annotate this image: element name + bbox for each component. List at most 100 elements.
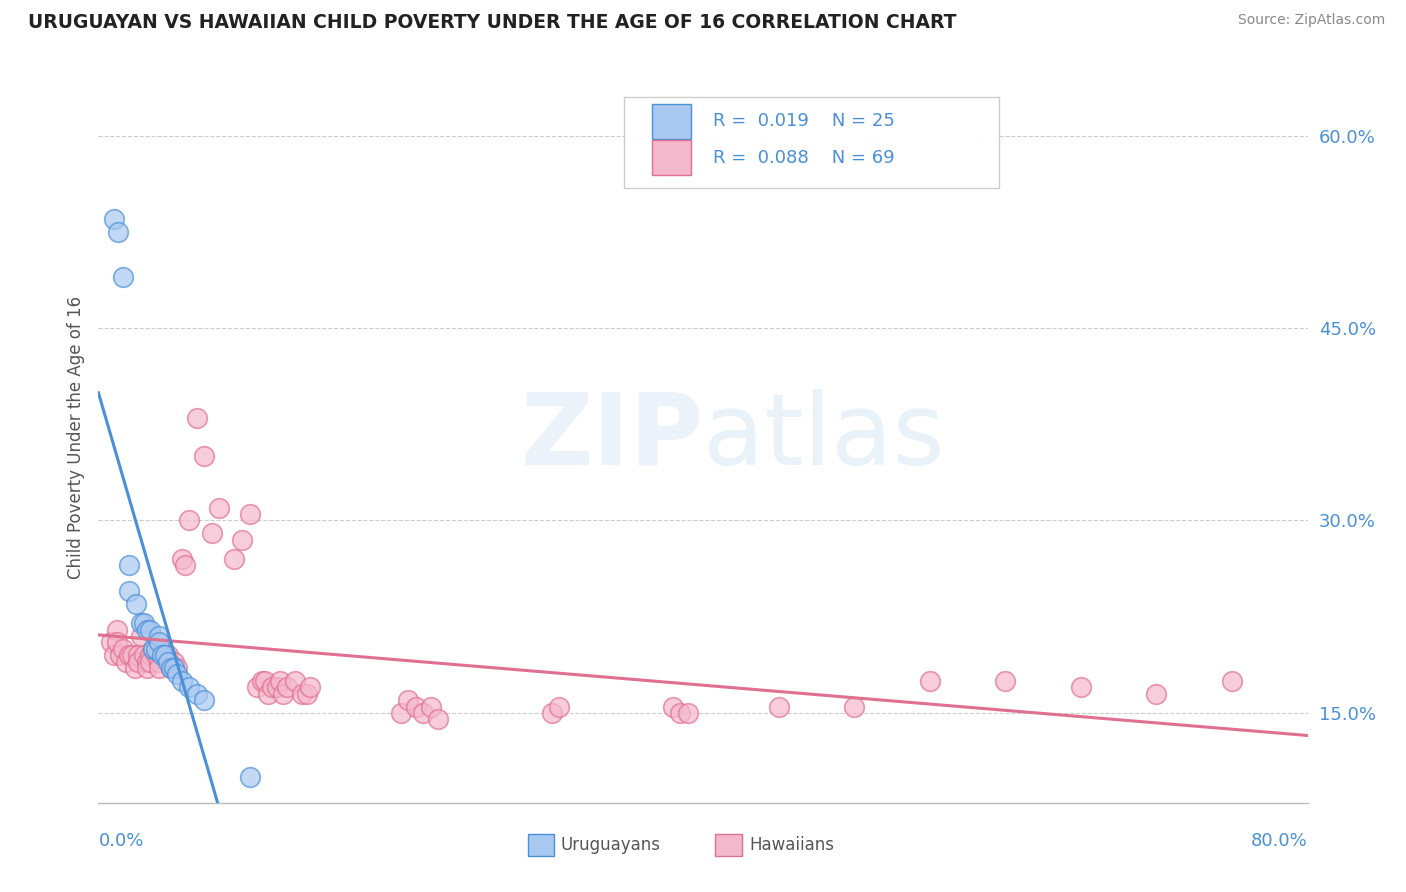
Point xyxy=(132,648,155,663)
Point xyxy=(179,681,201,695)
Text: ZIP: ZIP xyxy=(520,389,703,485)
Text: Hawaiians: Hawaiians xyxy=(749,836,834,855)
Point xyxy=(994,673,1017,688)
Point xyxy=(1220,673,1243,688)
Point xyxy=(170,552,193,566)
Point xyxy=(918,673,941,688)
Point xyxy=(124,661,146,675)
Text: 0.0%: 0.0% xyxy=(98,832,143,850)
Point xyxy=(166,667,188,681)
Point xyxy=(142,641,165,656)
Point xyxy=(676,706,699,720)
Point xyxy=(253,673,276,688)
Text: URUGUAYAN VS HAWAIIAN CHILD POVERTY UNDER THE AGE OF 16 CORRELATION CHART: URUGUAYAN VS HAWAIIAN CHILD POVERTY UNDE… xyxy=(28,13,956,32)
Point xyxy=(114,655,136,669)
Point xyxy=(420,699,443,714)
Point xyxy=(291,687,314,701)
Point xyxy=(150,648,173,663)
Point xyxy=(118,558,141,573)
Point xyxy=(266,681,288,695)
Text: Source: ZipAtlas.com: Source: ZipAtlas.com xyxy=(1237,13,1385,28)
Point xyxy=(125,597,148,611)
Point xyxy=(548,699,571,714)
Point xyxy=(389,706,412,720)
Text: R =  0.019    N = 25: R = 0.019 N = 25 xyxy=(713,112,894,130)
Point xyxy=(256,687,278,701)
Point xyxy=(284,673,307,688)
Point xyxy=(239,770,262,784)
Point xyxy=(107,225,129,239)
Point xyxy=(160,661,183,675)
Point xyxy=(246,681,269,695)
Point xyxy=(262,681,284,695)
Point xyxy=(173,558,195,573)
Point xyxy=(156,648,179,663)
Point xyxy=(118,648,141,663)
Text: Uruguayans: Uruguayans xyxy=(561,836,661,855)
Point xyxy=(148,655,170,669)
Point xyxy=(148,635,170,649)
Point xyxy=(276,681,298,695)
Point xyxy=(193,450,215,464)
Point xyxy=(163,661,186,675)
Point xyxy=(669,706,692,720)
Point xyxy=(412,706,434,720)
Point xyxy=(100,635,122,649)
Point xyxy=(118,584,141,599)
Point xyxy=(163,655,186,669)
Point xyxy=(186,410,208,425)
Point xyxy=(129,616,152,631)
Point xyxy=(127,655,149,669)
Point xyxy=(299,681,322,695)
Point xyxy=(208,500,231,515)
Point xyxy=(224,552,246,566)
Point xyxy=(103,648,125,663)
Point xyxy=(661,699,683,714)
Point xyxy=(201,526,224,541)
Point xyxy=(170,673,193,688)
Text: 80.0%: 80.0% xyxy=(1251,832,1308,850)
Text: R =  0.088    N = 69: R = 0.088 N = 69 xyxy=(713,149,894,167)
Point xyxy=(111,269,134,284)
Point xyxy=(179,514,201,528)
Point xyxy=(156,655,179,669)
Point xyxy=(150,641,173,656)
Point xyxy=(1144,687,1167,701)
Point xyxy=(139,648,162,663)
Point xyxy=(139,623,162,637)
Point xyxy=(145,648,167,663)
Bar xyxy=(652,103,690,138)
Point xyxy=(108,648,131,663)
Point xyxy=(103,211,125,226)
Point xyxy=(148,661,170,675)
Point xyxy=(186,687,208,701)
Point xyxy=(269,673,291,688)
Point xyxy=(160,661,183,675)
Point xyxy=(105,635,128,649)
Point xyxy=(166,661,188,675)
Point xyxy=(153,648,176,663)
Point xyxy=(271,687,294,701)
Point xyxy=(427,712,450,726)
Bar xyxy=(527,834,554,856)
Point xyxy=(145,641,167,656)
Point xyxy=(396,693,419,707)
Point xyxy=(135,623,157,637)
Point xyxy=(231,533,253,547)
Point xyxy=(132,616,155,631)
Point xyxy=(153,648,176,663)
Point xyxy=(540,706,562,720)
Point xyxy=(844,699,866,714)
Point xyxy=(135,655,157,669)
Point xyxy=(111,641,134,656)
Point xyxy=(121,648,143,663)
FancyBboxPatch shape xyxy=(624,97,1000,188)
Bar xyxy=(716,834,742,856)
Point xyxy=(250,673,273,688)
Y-axis label: Child Poverty Under the Age of 16: Child Poverty Under the Age of 16 xyxy=(66,295,84,579)
Point xyxy=(295,687,318,701)
Point xyxy=(768,699,790,714)
Point xyxy=(405,699,427,714)
Point xyxy=(142,641,165,656)
Point xyxy=(148,629,170,643)
